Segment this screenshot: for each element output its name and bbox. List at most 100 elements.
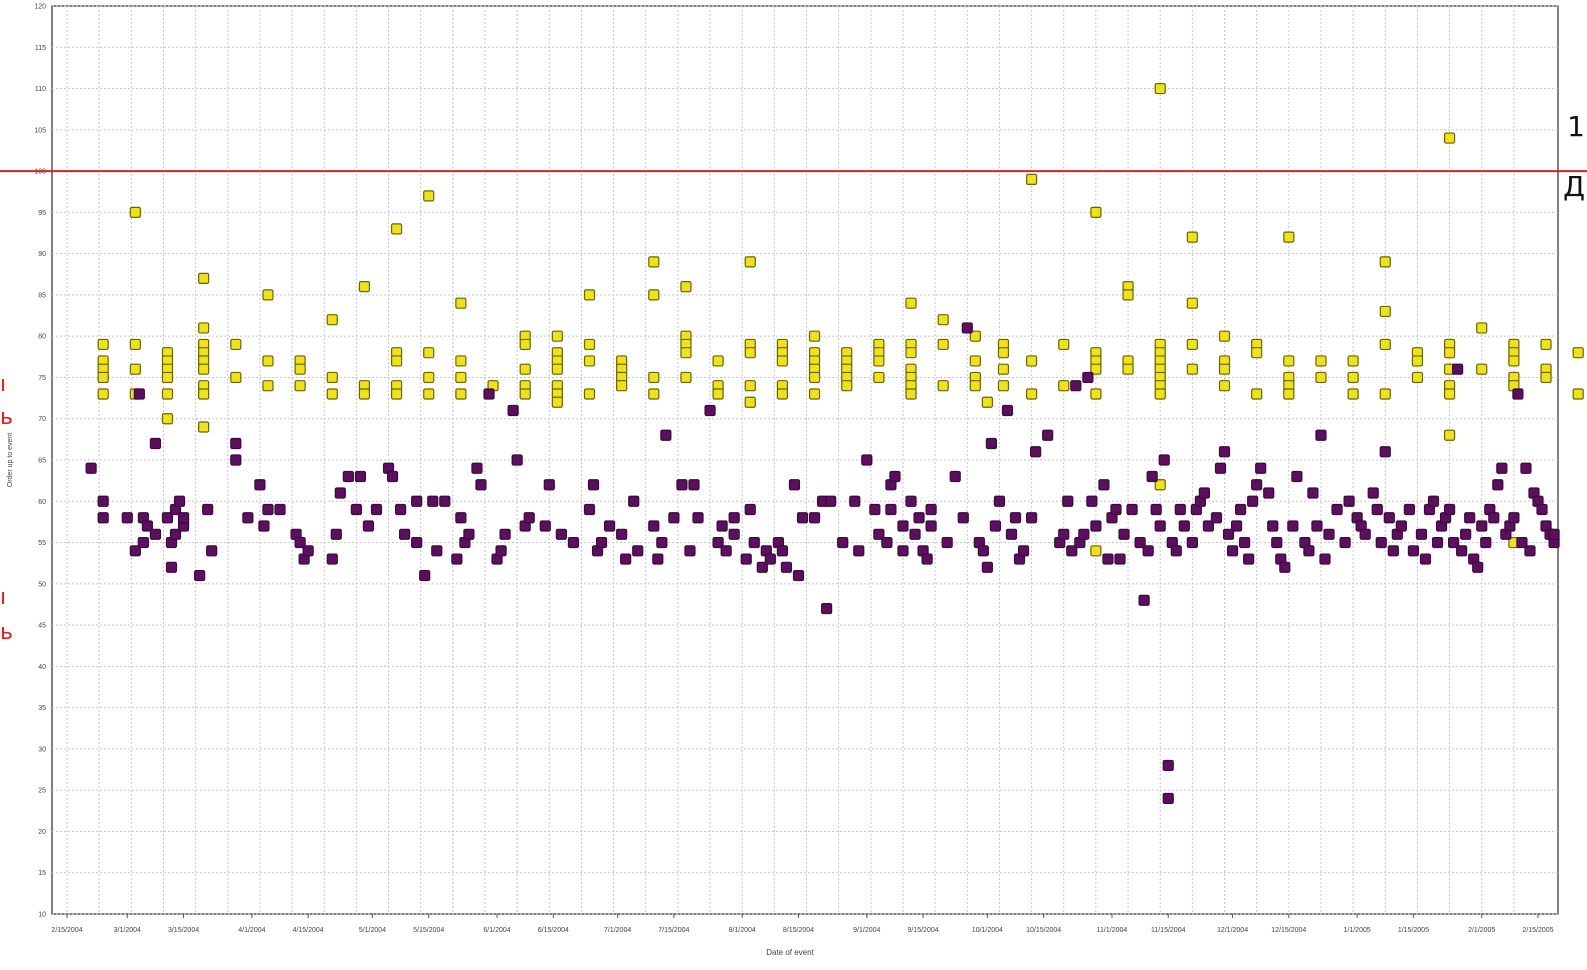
data-point <box>1411 355 1424 367</box>
data-point <box>993 495 1006 507</box>
data-point <box>1512 388 1524 400</box>
y-tick-label: 20 <box>38 829 46 836</box>
x-tick-label: 3/15/2004 <box>168 927 199 934</box>
data-point <box>905 388 917 400</box>
data-point <box>475 479 487 491</box>
x-tick-label: 9/1/2004 <box>853 927 880 934</box>
data-point <box>1279 561 1291 573</box>
data-point <box>1379 256 1391 268</box>
data-point <box>1162 792 1174 805</box>
data-point <box>1154 520 1166 532</box>
y-axis: 1015202530354045505560657075808590951001… <box>34 4 46 919</box>
data-point <box>628 495 640 507</box>
data-point <box>873 355 885 367</box>
data-point <box>258 520 270 532</box>
data-point <box>1315 355 1327 367</box>
data-point <box>905 495 917 507</box>
data-point <box>1403 503 1415 516</box>
data-point <box>881 536 893 549</box>
data-point <box>825 495 837 507</box>
data-point <box>1443 132 1456 144</box>
data-point <box>1263 487 1275 499</box>
data-point <box>358 388 371 400</box>
data-point <box>1198 487 1211 499</box>
data-point <box>1122 363 1134 375</box>
data-point <box>849 495 861 507</box>
data-point <box>780 561 793 573</box>
data-point <box>133 388 145 400</box>
data-point <box>1090 363 1102 375</box>
data-point <box>1090 545 1102 557</box>
data-point <box>620 553 632 565</box>
data-point <box>1443 429 1456 441</box>
data-point <box>1070 380 1082 392</box>
data-point <box>712 536 724 549</box>
data-point <box>1090 520 1102 532</box>
data-point <box>792 569 805 582</box>
data-point <box>764 553 776 565</box>
data-point <box>1025 388 1038 400</box>
data-point <box>1267 520 1279 532</box>
data-point <box>1516 536 1528 549</box>
data-point <box>897 545 909 557</box>
data-point <box>294 363 306 375</box>
data-point <box>1411 371 1424 384</box>
data-point <box>1058 380 1070 392</box>
data-point <box>1114 553 1126 565</box>
data-point <box>423 388 435 400</box>
data-point <box>427 495 439 507</box>
data-point <box>455 388 467 400</box>
data-point <box>85 462 97 474</box>
data-point <box>1359 528 1371 540</box>
data-point <box>1098 479 1110 491</box>
data-point <box>1202 520 1215 532</box>
y-tick-label: 85 <box>38 292 46 299</box>
data-point <box>989 520 1002 532</box>
data-point <box>941 536 953 549</box>
data-point <box>1042 429 1054 441</box>
data-point <box>905 297 917 309</box>
data-point <box>1371 503 1383 516</box>
data-point <box>1218 363 1231 375</box>
data-point <box>921 553 933 565</box>
data-point <box>390 223 403 235</box>
data-point <box>873 528 885 540</box>
data-point <box>885 503 897 516</box>
y-tick-label: 40 <box>38 664 46 671</box>
data-point <box>326 314 338 326</box>
data-point <box>1464 512 1476 524</box>
data-point <box>451 553 463 565</box>
data-point <box>1025 355 1038 367</box>
data-point <box>129 206 141 218</box>
data-point <box>230 454 242 466</box>
data-point <box>692 512 704 524</box>
right-side-glyph-bottom: Д <box>1563 170 1585 203</box>
data-point <box>495 545 507 557</box>
data-point <box>1025 512 1038 524</box>
data-point <box>1343 495 1355 507</box>
data-point <box>1520 462 1532 474</box>
data-point <box>997 363 1010 375</box>
data-point <box>1062 495 1074 507</box>
y-tick-label: 10 <box>38 912 46 919</box>
data-point <box>648 289 660 301</box>
data-point <box>1387 545 1399 557</box>
data-point <box>1427 495 1440 507</box>
data-point <box>680 347 692 359</box>
series-group <box>85 82 1584 805</box>
data-point <box>423 347 435 359</box>
data-point <box>937 338 949 351</box>
data-point <box>202 503 214 516</box>
x-tick-label: 7/1/2004 <box>604 927 631 934</box>
data-point <box>455 355 467 367</box>
data-point <box>358 281 371 293</box>
data-point <box>728 528 740 540</box>
data-point <box>837 536 849 549</box>
data-point <box>471 462 483 474</box>
data-point <box>1001 404 1014 417</box>
data-point <box>684 545 696 557</box>
data-point <box>161 413 174 425</box>
data-point <box>555 528 567 540</box>
data-point <box>656 536 668 549</box>
